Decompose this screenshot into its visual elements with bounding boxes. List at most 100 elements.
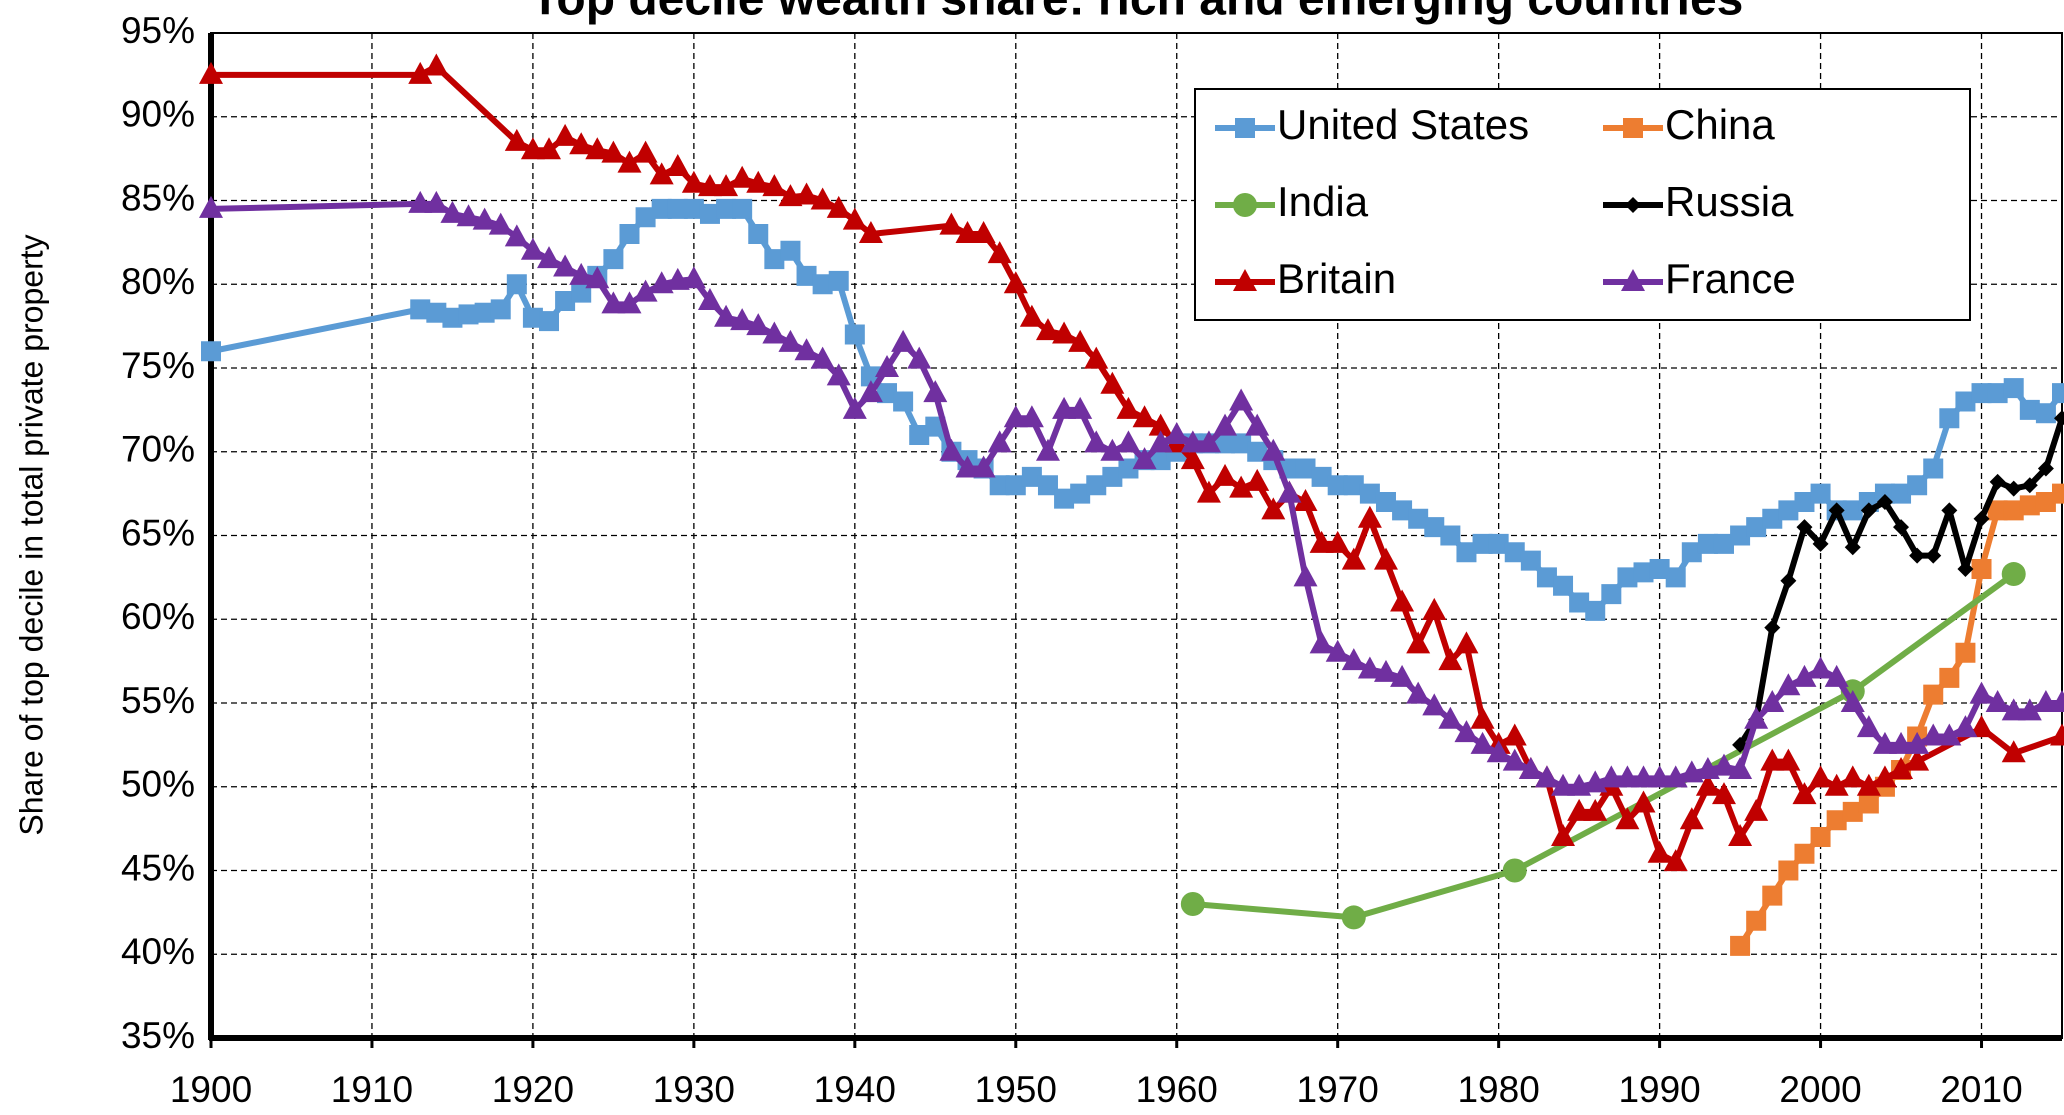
marker [716,198,737,219]
marker [1518,757,1543,779]
marker [1812,535,1829,552]
marker [858,380,883,403]
marker [877,383,898,404]
marker [1375,492,1396,512]
marker [1937,723,1962,746]
marker [1035,438,1060,461]
marker [762,174,787,197]
marker [2019,495,2040,516]
marker [1392,500,1413,521]
marker [1100,438,1125,461]
marker [1472,533,1493,554]
marker [458,304,479,325]
marker [681,266,706,289]
marker [893,391,914,412]
marker [1406,631,1431,654]
marker [1889,757,1914,779]
marker [472,207,497,230]
legend-marker [1233,193,1257,217]
marker [681,170,706,193]
marker [520,237,545,260]
marker [1293,489,1318,511]
marker [796,265,817,286]
marker [1536,567,1557,588]
marker [1856,715,1881,738]
marker [1327,475,1348,496]
marker [490,299,511,320]
marker [1341,905,1366,930]
marker [1744,798,1769,821]
marker [1844,539,1861,556]
marker [1762,885,1783,906]
marker [1921,723,1946,746]
marker [1035,318,1060,341]
marker [1309,530,1334,553]
marker [939,212,964,235]
marker [1973,510,1990,527]
y-tick-label: 35% [121,1015,195,1056]
marker [553,123,578,146]
marker [617,150,642,173]
marker [714,174,739,197]
marker [1277,480,1302,503]
marker [909,425,930,445]
marker [764,249,785,270]
marker [1247,441,1268,462]
y-tick-label: 50% [121,764,195,805]
marker [1180,430,1205,453]
marker [585,137,610,160]
marker [585,266,610,289]
marker [201,341,221,362]
marker [633,140,658,163]
marker [891,329,916,352]
marker [2050,690,2064,712]
marker [1229,475,1254,498]
marker [2052,383,2064,404]
marker [619,224,640,244]
marker [1341,547,1366,570]
marker [1955,391,1976,412]
marker [1084,346,1109,369]
marker [697,174,722,197]
legend-label: India [1277,178,1369,225]
marker [1424,517,1445,538]
marker [1357,656,1382,679]
marker [1842,801,1863,822]
legend-label: Russia [1665,178,1794,225]
marker [1792,664,1817,687]
y-tick-label: 85% [121,177,195,218]
marker [826,195,851,218]
marker [601,291,626,314]
marker [651,198,672,219]
x-tick-label: 1980 [1457,1069,1539,1110]
marker [1730,525,1751,546]
marker [601,140,626,163]
marker [617,291,642,314]
series [199,53,2064,872]
marker [844,324,865,345]
chart-title: Top decile wealth share: rich and emergi… [531,0,1744,26]
marker [794,182,819,205]
marker [1551,773,1576,796]
y-tick-label: 45% [121,847,195,888]
marker [1502,858,1527,883]
marker [2054,410,2064,427]
marker [1261,438,1286,461]
marker [1679,807,1704,830]
marker [2019,399,2040,420]
marker [1504,542,1525,563]
legend-marker [1233,269,1257,291]
legend-box [1194,88,1971,321]
marker [1631,765,1656,788]
marker [1100,371,1125,394]
marker [1987,500,2008,521]
marker [1601,584,1622,605]
marker [1325,639,1350,662]
x-tick-label: 2000 [1779,1069,1861,1110]
marker [1213,463,1238,486]
marker [2037,460,2054,477]
legend-label: China [1665,101,1775,148]
marker [520,137,545,160]
marker [1019,405,1044,428]
marker [1955,642,1976,663]
